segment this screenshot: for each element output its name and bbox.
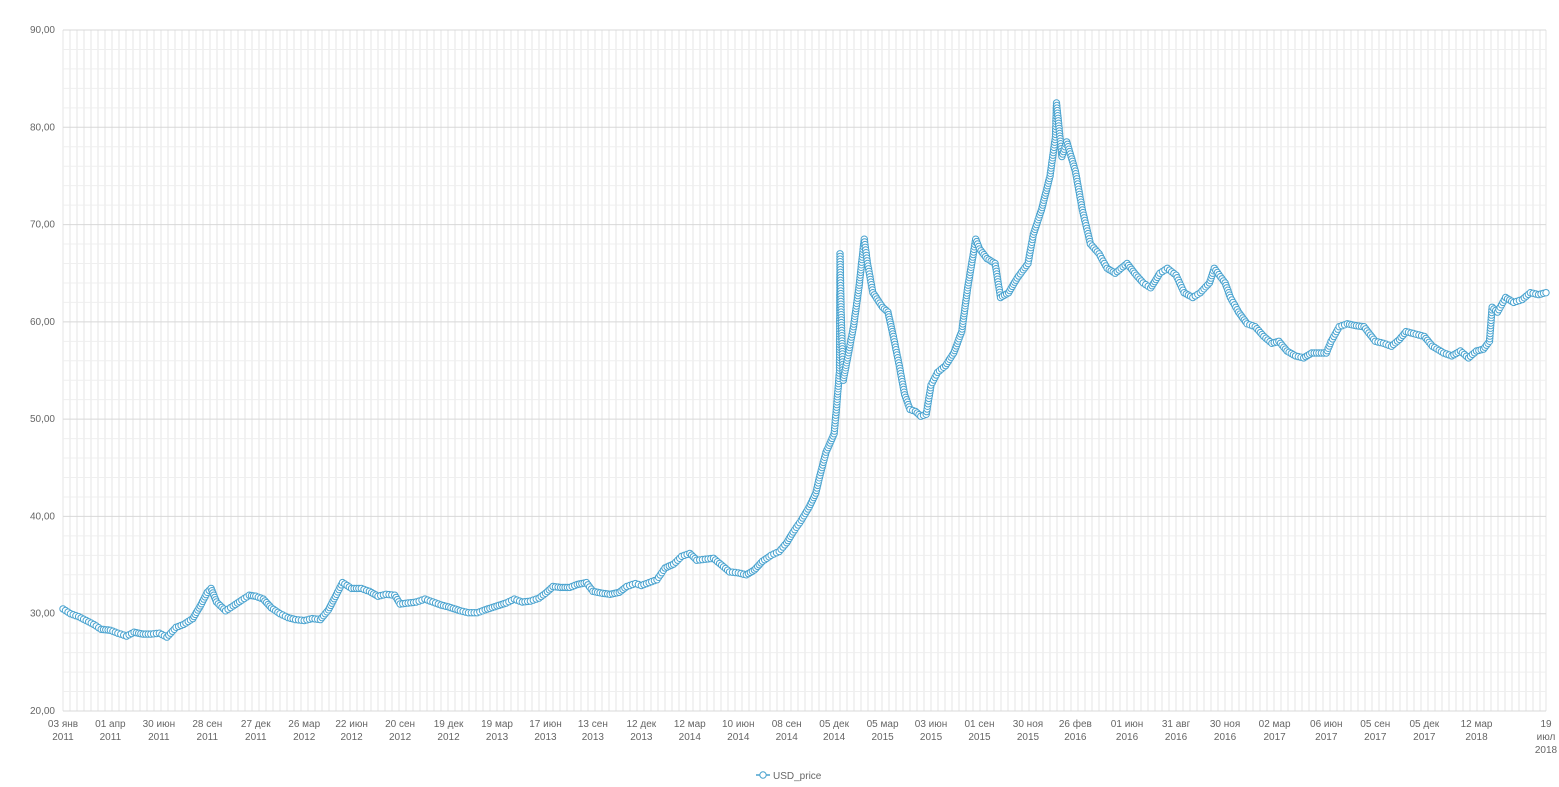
x-tick-label: 19 июл 2018: [1535, 719, 1558, 756]
y-axis-tick-labels: 20,00 30,00 40,00 50,00 60,00 70,00 80,00 90,00: [30, 25, 55, 717]
x-tick-label: 01 сен 2015: [965, 719, 995, 743]
x-tick-label: 27 дек 2011: [241, 719, 271, 743]
y-tick-label: 80,00: [30, 122, 55, 133]
x-tick-label: 03 янв 2011: [48, 719, 78, 743]
x-tick-label: 10 июн 2014: [722, 719, 755, 743]
x-tick-label: 05 мар 2015: [867, 719, 899, 743]
x-tick-label: 12 мар 2014: [674, 719, 706, 743]
x-tick-label: 28 сен 2011: [192, 719, 222, 743]
legend-marker-icon: [759, 771, 767, 779]
x-tick-label: 05 сен 2017: [1360, 719, 1390, 743]
y-tick-label: 70,00: [30, 220, 55, 231]
x-tick-label: 05 дек 2017: [1409, 719, 1439, 743]
data-point: [1542, 288, 1550, 297]
x-tick-label: 12 мар 2018: [1461, 719, 1493, 743]
x-tick-label: 31 авг 2016: [1162, 719, 1191, 743]
x-tick-label: 30 июн 2011: [143, 719, 176, 743]
x-tick-label: 20 сен 2012: [385, 719, 415, 743]
x-tick-label: 22 июн 2012: [335, 719, 368, 743]
x-tick-label: 03 июн 2015: [915, 719, 948, 743]
x-tick-label: 01 июн 2016: [1111, 719, 1144, 743]
x-tick-label: 26 фев 2016: [1059, 718, 1092, 743]
x-tick-label: 26 мар 2012: [288, 719, 320, 743]
y-tick-label: 40,00: [30, 511, 55, 522]
legend[interactable]: USD_price: [756, 771, 822, 782]
x-tick-label: 13 сен 2013: [578, 719, 608, 743]
x-tick-label: 01 апр 2011: [95, 719, 126, 743]
series-markers: [59, 99, 1550, 641]
x-tick-label: 30 ноя 2015: [1013, 719, 1043, 743]
y-tick-label: 60,00: [30, 317, 55, 328]
x-tick-label: 05 дек 2014: [819, 719, 849, 743]
x-tick-label: 02 мар 2017: [1259, 719, 1291, 743]
x-tick-label: 19 мар 2013: [481, 719, 513, 743]
x-tick-label: 12 дек 2013: [626, 719, 656, 743]
series-usd-price: [59, 99, 1550, 641]
x-tick-label: 08 сен 2014: [772, 719, 802, 743]
horizontal-gridlines: [63, 29, 1546, 712]
x-tick-label: 30 ноя 2016: [1210, 719, 1240, 743]
y-tick-label: 90,00: [30, 25, 55, 36]
x-axis-tick-labels: 03 янв 2011 01 апр 2011 30 июн 2011 28 сен 2011…: [48, 718, 1558, 756]
legend-label: USD_price: [773, 771, 822, 782]
y-tick-label: 50,00: [30, 414, 55, 425]
vertical-gridlines: [62, 30, 1547, 711]
y-tick-label: 20,00: [30, 706, 55, 717]
y-tick-label: 30,00: [30, 609, 55, 620]
x-tick-label: 17 июн 2013: [529, 719, 562, 743]
x-tick-label: 06 июн 2017: [1310, 719, 1343, 743]
x-tick-label: 19 дек 2012: [434, 719, 464, 743]
